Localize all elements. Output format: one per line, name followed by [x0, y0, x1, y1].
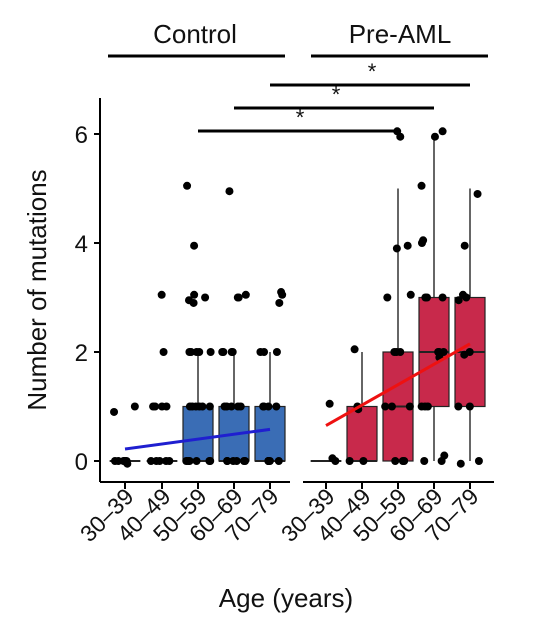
data-point: [406, 290, 415, 299]
data-point: [264, 457, 273, 465]
data-point: [421, 293, 430, 302]
data-point: [392, 348, 401, 356]
data-point: [162, 457, 171, 465]
data-point: [272, 348, 281, 356]
data-point: [239, 457, 248, 465]
data-point: [440, 451, 449, 460]
y-tick-label: 6: [75, 122, 88, 149]
data-point: [465, 348, 474, 356]
data-point: [206, 348, 215, 356]
data-point: [223, 457, 232, 465]
y-axis-label: Number of mutations: [22, 169, 52, 410]
y-tick-label: 2: [75, 340, 88, 367]
significance-star: *: [368, 59, 377, 84]
y-tick-label: 0: [75, 449, 88, 476]
data-point: [277, 288, 286, 297]
data-point: [420, 457, 429, 465]
data-point: [275, 298, 284, 307]
data-point: [259, 402, 268, 411]
data-point: [430, 132, 439, 141]
data-point: [460, 241, 469, 250]
data-point: [439, 348, 448, 356]
data-point: [184, 457, 193, 465]
data-point: [227, 348, 236, 356]
data-point: [218, 348, 227, 356]
data-point: [205, 402, 214, 411]
data-point: [465, 402, 474, 411]
data-point: [405, 402, 414, 411]
data-point: [225, 187, 234, 196]
group-header-control: Control: [153, 19, 237, 49]
data-point: [274, 457, 283, 465]
data-point: [157, 290, 166, 299]
significance-star: *: [332, 82, 341, 107]
x-axis-label: Age (years): [219, 583, 353, 613]
data-point: [190, 241, 199, 250]
trend-line: [124, 427, 271, 451]
data-point: [162, 402, 171, 411]
data-point: [130, 402, 139, 411]
data-point: [391, 457, 400, 465]
data-point: [149, 402, 158, 411]
data-point: [190, 290, 199, 299]
data-point: [272, 402, 281, 411]
data-point: [328, 454, 337, 463]
data-point: [260, 348, 269, 356]
data-point: [195, 348, 204, 356]
data-point: [110, 407, 119, 416]
data-point: [417, 181, 426, 190]
data-point: [187, 348, 196, 356]
data-point: [123, 459, 132, 468]
data-point: [403, 241, 412, 250]
plot-area: [109, 127, 486, 468]
y-ticks: 0 2 4 6: [75, 122, 100, 476]
data-point: [198, 402, 207, 411]
box: [182, 405, 214, 462]
data-point: [400, 457, 409, 465]
data-point: [206, 457, 215, 465]
data-point: [233, 402, 242, 411]
data-point: [474, 457, 483, 465]
data-point: [183, 181, 192, 190]
data-point: [192, 457, 201, 465]
data-point: [159, 348, 168, 356]
data-point: [146, 457, 155, 465]
data-point: [458, 290, 467, 299]
data-point: [345, 457, 354, 465]
data-point: [454, 402, 463, 411]
x-ticks: 30–3940–4950–5960–6970–7930–3940–4950–59…: [75, 482, 484, 547]
data-point: [233, 293, 242, 302]
group-header-pre-aml: Pre-AML: [349, 19, 452, 49]
group-headers: Control Pre-AML: [108, 19, 488, 58]
data-point: [456, 459, 465, 468]
data-point: [387, 402, 396, 411]
data-point: [232, 457, 241, 465]
data-point: [201, 293, 210, 302]
data-point: [359, 457, 368, 465]
data-point: [222, 402, 231, 411]
trend-line: [325, 342, 471, 427]
significance-star: *: [296, 105, 305, 130]
significance-brackets: * * *: [198, 59, 470, 133]
data-point: [454, 296, 463, 305]
data-point: [393, 127, 402, 136]
data-point: [381, 402, 390, 411]
data-point: [473, 189, 482, 198]
data-point: [184, 296, 193, 305]
box: [346, 405, 378, 462]
data-point: [421, 402, 430, 411]
data-point: [350, 345, 359, 354]
data-point: [188, 402, 197, 411]
data-point: [438, 127, 447, 136]
data-point: [392, 244, 401, 253]
data-point: [383, 293, 392, 302]
data-point: [419, 236, 428, 245]
data-point: [241, 290, 250, 299]
data-point: [438, 293, 447, 302]
data-point: [325, 399, 334, 408]
box: [254, 405, 286, 462]
y-tick-label: 4: [75, 231, 88, 258]
